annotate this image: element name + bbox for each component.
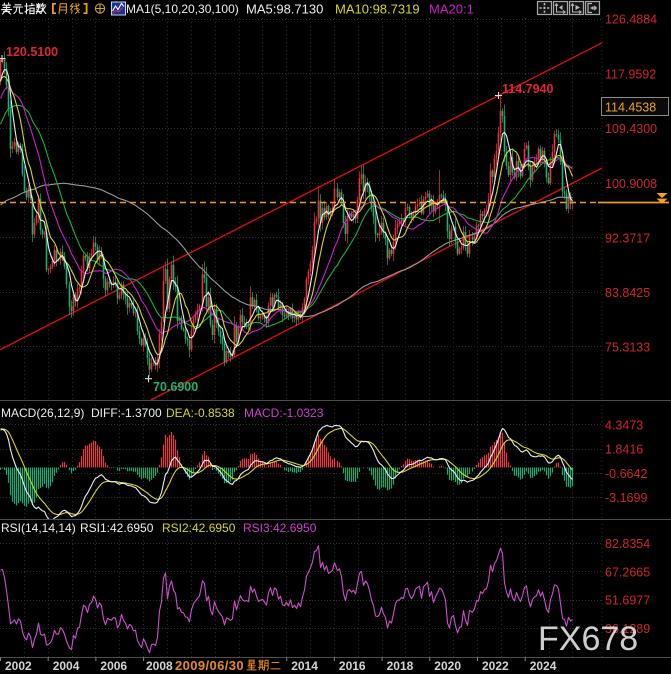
- svg-text:2009/06/30: 2009/06/30: [175, 658, 244, 673]
- svg-text:RSI(14,14,14): RSI(14,14,14): [1, 521, 76, 535]
- svg-text:114.7940: 114.7940: [502, 82, 553, 96]
- svg-text:75.3133: 75.3133: [605, 341, 650, 355]
- svg-text:120.5100: 120.5100: [6, 45, 58, 59]
- svg-text:FX678: FX678: [538, 620, 638, 658]
- svg-text:4.3473: 4.3473: [605, 418, 643, 432]
- svg-text:2024: 2024: [530, 659, 557, 673]
- svg-text:-3.1699: -3.1699: [605, 491, 647, 505]
- svg-text:109.4300: 109.4300: [605, 122, 657, 136]
- svg-text:DEA:-0.8538: DEA:-0.8538: [166, 406, 235, 420]
- svg-text:2022: 2022: [482, 659, 509, 673]
- svg-text:2018: 2018: [387, 659, 414, 673]
- svg-text:51.6977: 51.6977: [605, 594, 650, 608]
- svg-text:2008: 2008: [146, 659, 173, 673]
- svg-text:RSI3:42.6950: RSI3:42.6950: [243, 521, 317, 535]
- svg-text:117.9592: 117.9592: [605, 67, 656, 81]
- svg-text:114.4538: 114.4538: [605, 101, 656, 115]
- svg-text:MACD:-1.0323: MACD:-1.0323: [244, 406, 324, 420]
- svg-text:DIFF:-1.3700: DIFF:-1.3700: [91, 406, 162, 420]
- svg-text:2002: 2002: [5, 659, 32, 673]
- svg-text:2020: 2020: [434, 659, 461, 673]
- svg-text:RSI1:42.6950: RSI1:42.6950: [80, 521, 154, 535]
- svg-text:RSI2:42.6950: RSI2:42.6950: [162, 521, 236, 535]
- svg-text:67.2665: 67.2665: [605, 565, 650, 579]
- svg-text:126.4884: 126.4884: [605, 13, 657, 27]
- svg-text:1.8416: 1.8416: [605, 443, 643, 457]
- svg-text:MA20:1: MA20:1: [429, 2, 474, 17]
- svg-text:83.8425: 83.8425: [605, 286, 650, 300]
- svg-text:MA5:98.7130: MA5:98.7130: [246, 2, 323, 17]
- svg-text:92.3717: 92.3717: [605, 231, 650, 245]
- svg-text:36.1289: 36.1289: [605, 622, 650, 636]
- svg-text:MA1(5,10,20,30,100): MA1(5,10,20,30,100): [126, 2, 239, 16]
- svg-text:2014: 2014: [291, 659, 318, 673]
- svg-text:2016: 2016: [339, 659, 366, 673]
- svg-text:100.9008: 100.9008: [605, 177, 657, 191]
- svg-text:-0.6642: -0.6642: [605, 467, 647, 481]
- svg-text:MACD(26,12,9): MACD(26,12,9): [1, 406, 84, 420]
- svg-text:82.8354: 82.8354: [605, 537, 650, 551]
- svg-text:MA10:98.7319: MA10:98.7319: [335, 2, 420, 17]
- svg-text:70.6900: 70.6900: [153, 380, 198, 394]
- svg-text:2004: 2004: [53, 659, 80, 673]
- svg-text:2006: 2006: [100, 659, 127, 673]
